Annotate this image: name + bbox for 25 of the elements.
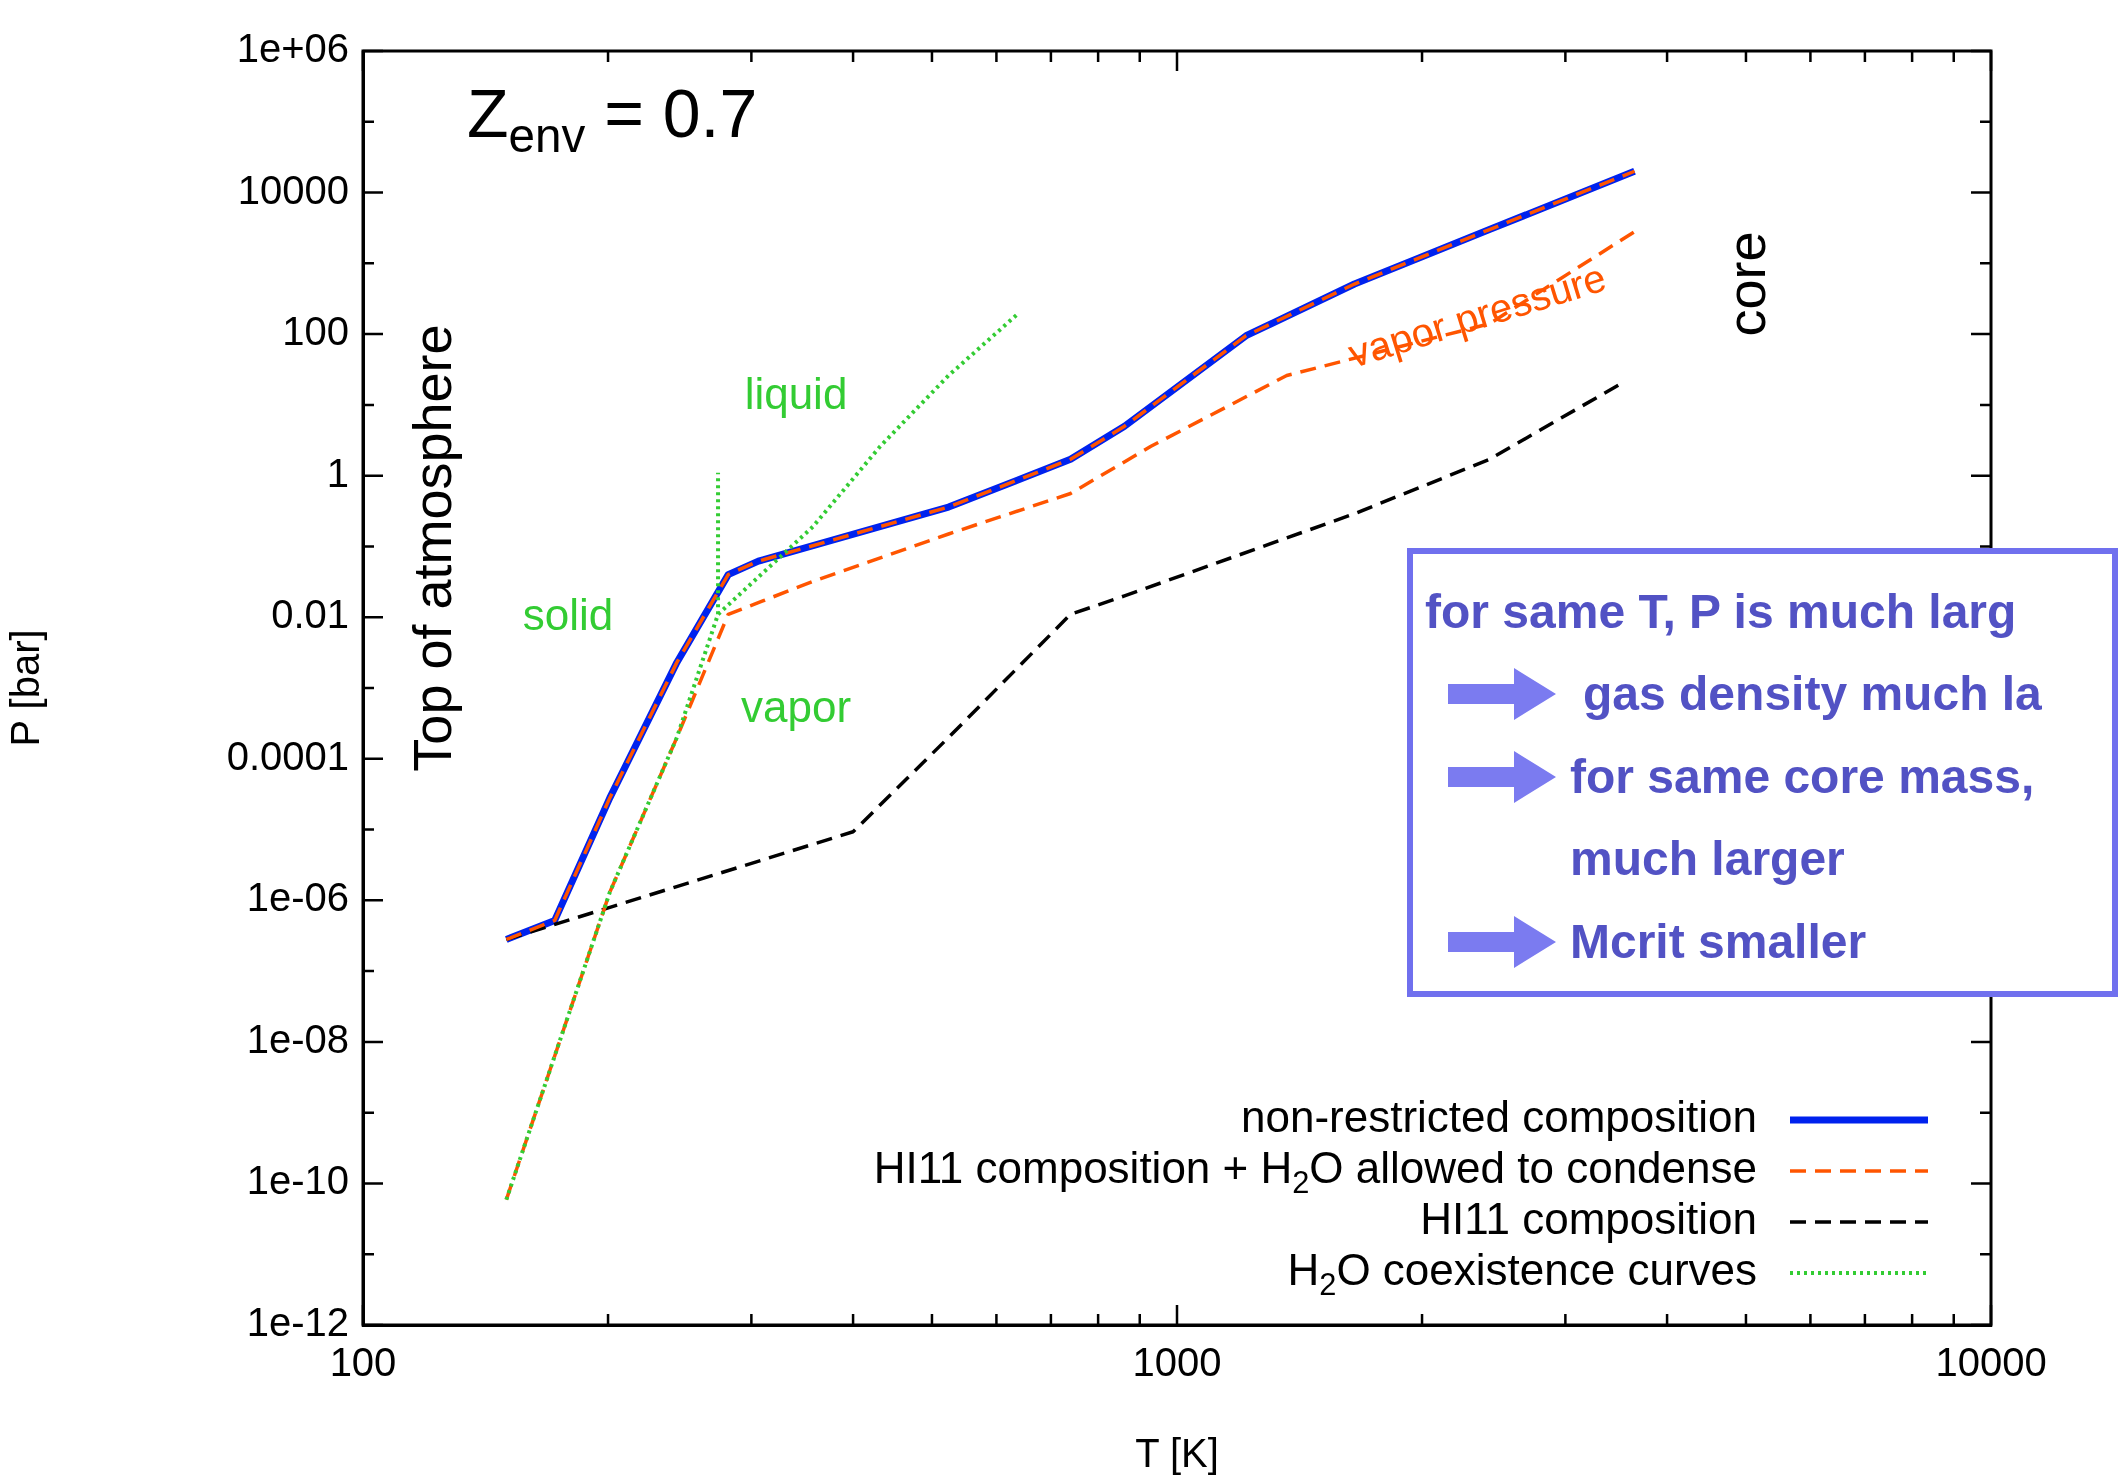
y-tick-label: 100: [282, 309, 349, 354]
x-tick-label: 1000: [1132, 1340, 1222, 1385]
annotation: for same T, P is much larg: [1425, 584, 2017, 640]
y-tick-label: 10000: [237, 167, 349, 212]
x-tick-label: 10000: [1935, 1340, 2047, 1385]
legend-label: non-restricted composition: [1240, 1092, 1757, 1142]
y-tick-label: 1e-06: [246, 875, 349, 920]
y-axis-title: P [bar]: [3, 629, 48, 747]
annotation: for same core mass,: [1570, 749, 2035, 805]
y-tick-label: 1e+06: [236, 26, 349, 71]
legend-label: HI11 composition: [1420, 1194, 1758, 1244]
annotation: liquid: [744, 369, 848, 419]
annotation: vapor: [740, 682, 852, 732]
y-tick-label: 0.0001: [226, 733, 349, 778]
annotation: much larger: [1570, 831, 1845, 887]
annotation: Top of atmosphere: [401, 324, 462, 772]
annotation: core: [1715, 231, 1776, 337]
y-tick-label: 0.01: [271, 592, 349, 637]
annotation: Mcrit smaller: [1570, 914, 1867, 970]
x-axis-title: T [K]: [1135, 1431, 1219, 1476]
annotation: solid: [522, 590, 614, 640]
y-tick-label: 1e-08: [246, 1016, 349, 1061]
annotation: gas density much la: [1583, 666, 2042, 722]
y-tick-label: 1e-10: [246, 1158, 349, 1203]
y-tick-label: 1: [326, 450, 349, 495]
